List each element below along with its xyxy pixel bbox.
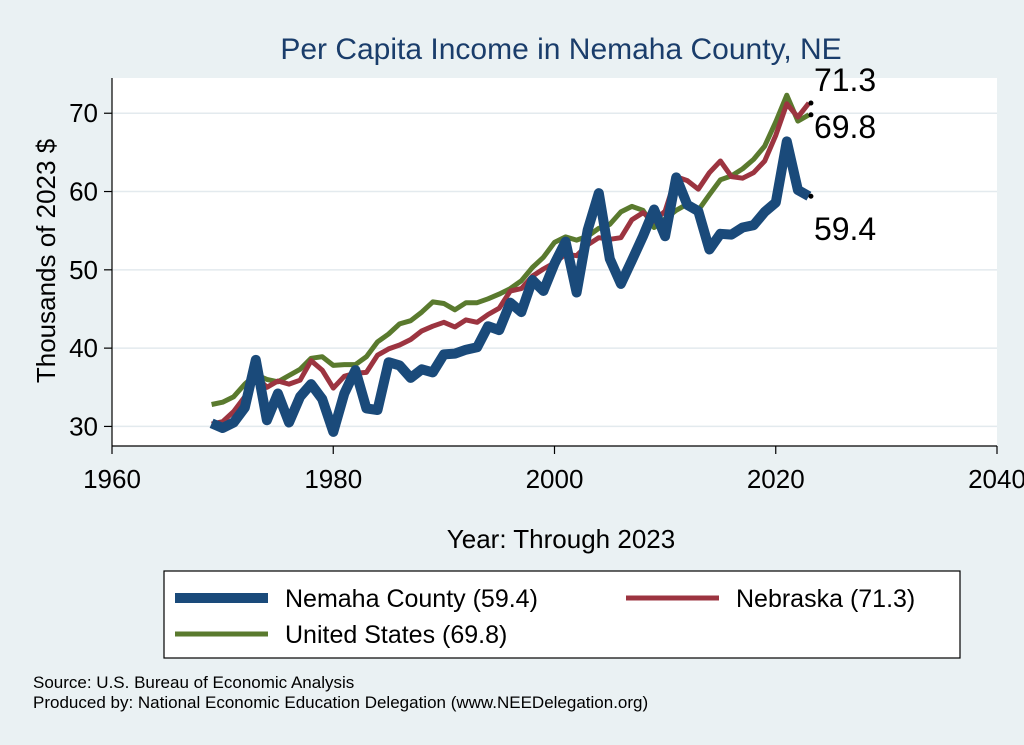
source-note: Source: U.S. Bureau of Economic Analysis [33,673,354,692]
series-layer [209,92,812,437]
produced-by-note: Produced by: National Economic Education… [33,693,648,712]
legend-label-nebraska: Nebraska (71.3) [736,585,915,613]
x-axis-title: Year: Through 2023 [447,524,675,554]
y-tick-label: 40 [69,333,98,363]
y-tick-label: 60 [69,177,98,207]
end-marker [808,100,814,106]
end-label-us: 69.8 [814,109,876,145]
end-marker [808,112,814,118]
end-label-nebraska: 71.3 [814,62,876,98]
axis-layer: 30 40 50 60 70 1960 1980 2000 2020 2040 [69,78,1024,494]
legend-box [163,570,961,659]
end-label-nemaha: 59.4 [814,211,876,247]
legend: Nemaha County (59.4) Nebraska (71.3) Uni… [163,570,961,659]
y-tick-label: 70 [69,98,98,128]
x-tick-label: 1960 [83,464,141,494]
end-marker [808,193,814,199]
y-tick-label: 30 [69,411,98,441]
chart-title: Per Capita Income in Nemaha County, NE [280,33,841,66]
x-tick-label: 1980 [304,464,362,494]
legend-label-us: United States (69.8) [285,621,507,649]
series-line-nebraska [211,101,811,427]
y-tick-label: 50 [69,255,98,285]
y-axis-title: Thousands of 2023 $ [31,138,61,383]
series-line-nemaha [209,136,812,437]
legend-label-nemaha: Nemaha County (59.4) [285,585,538,613]
x-tick-label: 2040 [968,464,1024,494]
x-tick-label: 2000 [526,464,584,494]
end-label-layer: 59.4 71.3 69.8 [808,62,876,247]
x-tick-label: 2020 [747,464,805,494]
